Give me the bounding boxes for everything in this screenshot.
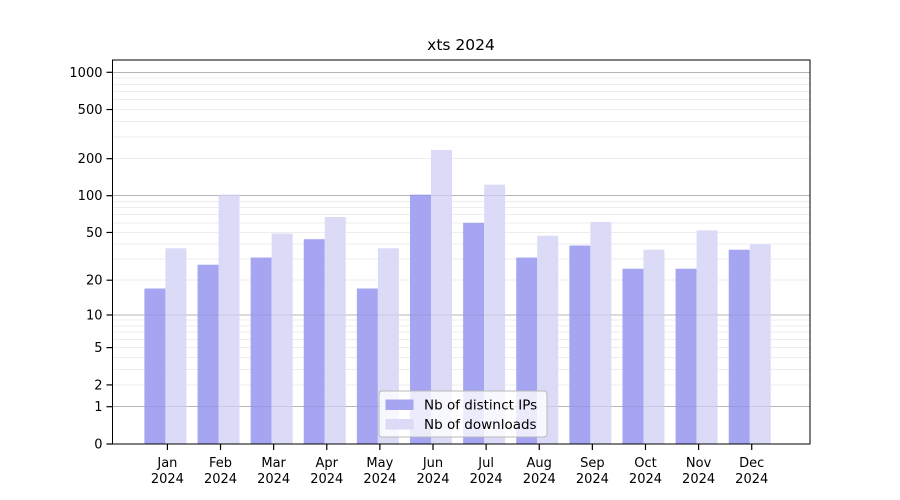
bar-feb-downloads: [218, 194, 240, 444]
bar-oct-downloads: [643, 249, 665, 444]
legend-swatch-distinct-ips: [385, 399, 414, 410]
bar-sep-downloads: [590, 221, 612, 444]
x-tick-label-year: 2024: [151, 472, 184, 487]
axes-group: 01251020501002005001000Jan2024Feb2024Mar…: [69, 66, 768, 487]
bar-jan-downloads: [165, 248, 187, 444]
x-tick-label-year: 2024: [523, 472, 556, 487]
bar-sep-distinct-ips: [569, 245, 591, 444]
bar-may-distinct-ips: [356, 288, 378, 444]
x-tick-label-month: Jun: [422, 456, 443, 471]
y-tick-label: 20: [86, 274, 103, 289]
bar-oct-distinct-ips: [622, 268, 644, 444]
x-tick-label-year: 2024: [204, 472, 237, 487]
plot-border: [111, 59, 811, 445]
bar-mar-downloads: [271, 233, 293, 444]
y-tick-label: 10: [86, 308, 103, 323]
x-tick-label-year: 2024: [576, 472, 609, 487]
legend-box: [378, 390, 548, 438]
x-tick-label-month: Oct: [634, 456, 656, 471]
legend-swatch-downloads: [385, 419, 414, 430]
legend-label-downloads: Nb of downloads: [424, 417, 537, 433]
y-tick-label: 5: [94, 341, 102, 356]
y-tick-label: 200: [78, 152, 103, 167]
x-tick-label-month: Jan: [156, 456, 177, 471]
bar-feb-distinct-ips: [197, 264, 219, 444]
x-tick-label-year: 2024: [629, 472, 662, 487]
x-tick-label-month: Jul: [477, 456, 494, 471]
bar-apr-distinct-ips: [303, 239, 325, 444]
y-tick-label: 1: [94, 400, 102, 415]
bar-jul-downloads: [484, 184, 506, 444]
bar-apr-downloads: [324, 216, 346, 444]
bar-nov-distinct-ips: [675, 268, 697, 444]
x-tick-label-month: Dec: [739, 456, 764, 471]
bar-jun-downloads: [431, 150, 452, 444]
x-tick-label-month: Aug: [527, 456, 552, 471]
chart-title: xts 2024: [427, 36, 495, 54]
x-tick-label-year: 2024: [735, 472, 768, 487]
x-tick-label-year: 2024: [310, 472, 343, 487]
bar-mar-distinct-ips: [250, 257, 272, 444]
x-tick-label-year: 2024: [416, 472, 449, 487]
y-tick-label: 2: [94, 378, 102, 393]
x-tick-label-year: 2024: [363, 472, 396, 487]
bar-jun-distinct-ips: [410, 194, 431, 444]
y-tick-label: 100: [78, 189, 103, 204]
y-tick-label: 0: [94, 438, 102, 453]
x-tick-label-month: Feb: [209, 456, 232, 471]
x-tick-label-month: May: [366, 456, 393, 471]
legend: Nb of distinct IPs Nb of downloads: [378, 390, 548, 438]
bar-jan-distinct-ips: [144, 288, 166, 444]
bar-nov-downloads: [696, 230, 718, 444]
legend-label-distinct-ips: Nb of distinct IPs: [424, 398, 537, 414]
bar-jul-distinct-ips: [463, 222, 485, 444]
y-tick-label: 500: [78, 103, 103, 118]
x-tick-label-year: 2024: [470, 472, 503, 487]
bars-group: [144, 150, 771, 444]
y-tick-label: 50: [86, 226, 103, 241]
x-tick-label-month: Apr: [316, 456, 339, 471]
x-tick-label-month: Mar: [261, 456, 286, 471]
bar-dec-downloads: [749, 244, 771, 444]
y-tick-label: 1000: [69, 66, 102, 81]
x-tick-label-month: Nov: [686, 456, 712, 471]
x-tick-label-month: Sep: [580, 456, 605, 471]
x-tick-label-year: 2024: [257, 472, 290, 487]
x-tick-label-year: 2024: [682, 472, 715, 487]
bar-dec-distinct-ips: [728, 249, 750, 444]
